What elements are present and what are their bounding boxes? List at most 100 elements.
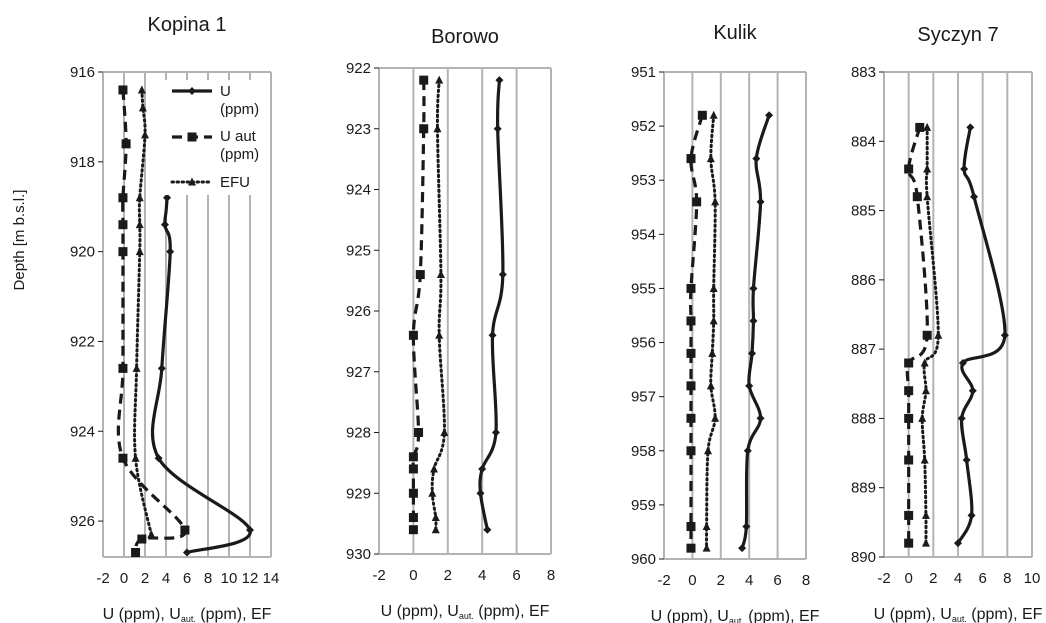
x-tick-label: 8	[1003, 570, 1011, 587]
data-point-diamond	[1000, 331, 1009, 340]
data-point-square	[686, 543, 696, 553]
series-line-dashed	[411, 80, 426, 530]
data-point-square	[686, 446, 696, 456]
x-tick-label: 12	[242, 570, 259, 587]
legend-marker-square	[187, 132, 197, 142]
y-tick-label: 928	[346, 425, 371, 442]
data-point-square	[118, 453, 128, 463]
data-point-square	[904, 510, 914, 520]
data-point-square	[408, 330, 418, 340]
y-tick-label: 953	[631, 172, 656, 189]
data-point-triangle	[709, 316, 718, 325]
x-tick-label: 0	[120, 570, 128, 587]
data-point-square	[686, 381, 696, 391]
data-point-triangle	[704, 446, 713, 455]
x-tick-label: 0	[904, 570, 912, 587]
data-point-triangle	[436, 270, 445, 279]
y-tick-label: 924	[70, 423, 95, 440]
y-tick-label: 888	[851, 410, 876, 427]
data-point-square	[408, 488, 418, 498]
data-point-square	[137, 534, 147, 544]
data-point-diamond	[752, 154, 761, 163]
data-point-square	[419, 124, 429, 134]
data-point-square	[408, 464, 418, 474]
y-tick-label: 887	[851, 341, 876, 358]
y-tick-label: 885	[851, 203, 876, 220]
data-point-diamond	[968, 386, 977, 395]
series-line-dotted	[133, 88, 153, 537]
series-line-dotted	[920, 125, 940, 545]
data-point-diamond	[163, 193, 172, 202]
data-point-square	[180, 525, 190, 535]
y-tick-label: 922	[70, 333, 95, 350]
x-axis-label: U (ppm), Uaut. (ppm), EF	[651, 608, 820, 623]
data-point-diamond	[491, 428, 500, 437]
y-tick-label: 930	[346, 546, 371, 563]
data-point-diamond	[738, 544, 747, 553]
data-point-diamond	[498, 270, 507, 279]
data-point-triangle	[433, 124, 442, 133]
x-axis-label-main: U (ppm), U	[381, 603, 459, 620]
x-axis-label: U (ppm), Uaut. (ppm), EF	[103, 606, 272, 623]
panel-2: Borowo 922 923 924 925 926 927 928 929 930-2 0 2 4 6 8…	[346, 26, 555, 621]
data-point-diamond	[478, 464, 487, 473]
data-point-square	[414, 428, 424, 437]
y-tick-label: 955	[631, 280, 656, 297]
data-point-diamond	[157, 364, 166, 373]
y-tick-label: 954	[631, 226, 656, 243]
panel-3: Kulik 951 952 953 954 955 956 957 958 959 960-2 0 2 4…	[631, 22, 820, 623]
series-line-dotted	[430, 78, 446, 532]
data-point-triangle	[709, 110, 718, 119]
y-tick-label: 889	[851, 480, 876, 497]
legend-label-line2: (ppm)	[220, 101, 259, 118]
data-point-diamond	[743, 446, 752, 455]
data-point-triangle	[923, 192, 932, 201]
data-point-square	[904, 358, 914, 368]
y-tick-label: 890	[851, 549, 876, 566]
data-point-triangle	[708, 348, 717, 357]
x-tick-label: 4	[954, 570, 962, 587]
data-point-triangle	[440, 428, 449, 436]
panel-1: Kopina 1 916 918 920 922 924 926 -2 0 2 4 6 8 10 12 14 U…	[70, 14, 279, 623]
y-tick-label: 925	[346, 242, 371, 259]
legend: U(ppm)U aut(ppm)EFU	[165, 80, 270, 195]
data-point-square	[912, 192, 922, 202]
data-point-square	[415, 270, 425, 280]
data-point-diamond	[476, 489, 485, 498]
legend-label: U	[220, 83, 231, 100]
data-point-diamond	[958, 359, 967, 367]
data-point-diamond	[954, 539, 962, 548]
x-tick-label: 8	[802, 572, 810, 589]
data-point-triangle	[918, 413, 927, 422]
y-tick-label: 956	[631, 335, 656, 352]
y-tick-label: 920	[70, 244, 95, 261]
data-point-triangle	[706, 381, 715, 390]
data-point-triangle	[435, 330, 444, 339]
y-tick-label: 960	[631, 551, 656, 568]
data-point-square	[118, 193, 128, 203]
x-axis-label-subscript: aut.	[181, 614, 196, 623]
x-tick-label: 2	[444, 567, 452, 584]
x-tick-label: 8	[204, 570, 212, 587]
data-point-diamond	[749, 284, 758, 293]
data-point-triangle	[934, 330, 943, 339]
x-tick-label: -2	[372, 567, 385, 584]
y-tick-label: 958	[631, 443, 656, 460]
data-point-diamond	[246, 526, 254, 535]
data-point-diamond	[967, 511, 976, 520]
series-line-dashed	[116, 89, 187, 554]
series-line-solid	[740, 114, 771, 549]
x-tick-label: 4	[478, 567, 486, 584]
x-axis-label: U (ppm), Uaut. (ppm), EF	[874, 606, 1043, 623]
data-point-square	[408, 525, 418, 535]
data-point-triangle	[920, 455, 929, 464]
data-point-diamond	[493, 124, 502, 133]
data-point-diamond	[495, 76, 504, 85]
data-point-triangle	[921, 538, 930, 547]
y-tick-label: 951	[631, 64, 656, 81]
data-point-square	[118, 220, 128, 230]
data-point-triangle	[702, 522, 711, 531]
y-tick-label: 924	[346, 182, 371, 199]
y-tick-label: 922	[346, 60, 371, 77]
data-point-diamond	[749, 316, 758, 325]
